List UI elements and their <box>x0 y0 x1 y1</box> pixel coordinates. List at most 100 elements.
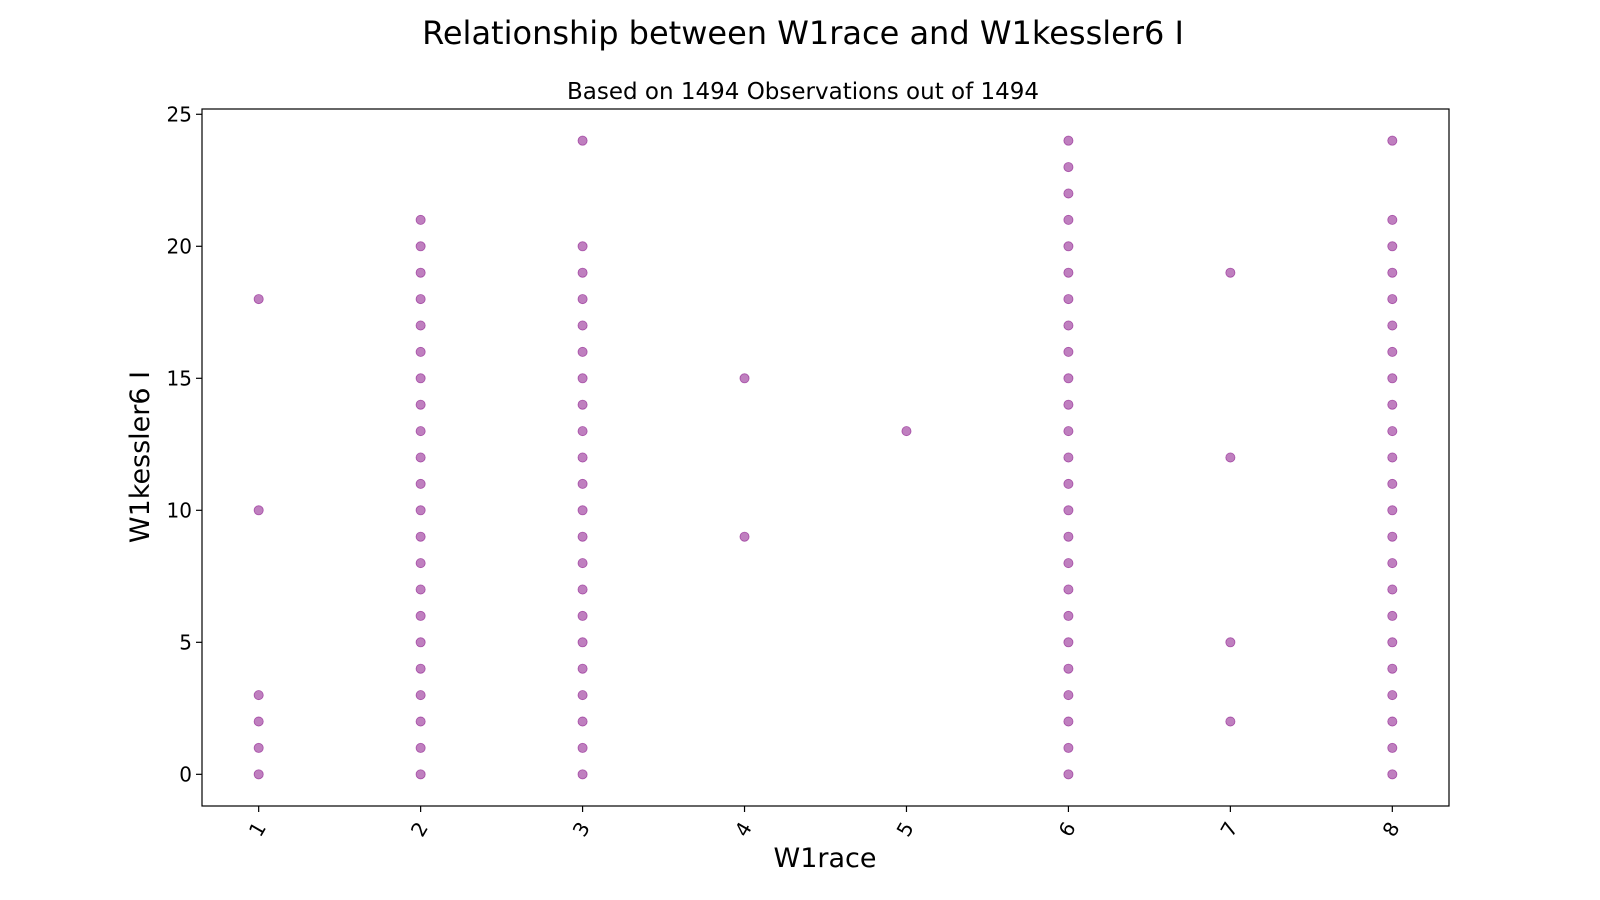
data-point <box>1388 717 1397 726</box>
chart-subtitle: Based on 1494 Observations out of 1494 <box>567 79 1039 105</box>
data-point <box>1388 294 1397 303</box>
data-point <box>1226 638 1235 647</box>
data-point <box>416 427 425 436</box>
data-point <box>1388 321 1397 330</box>
data-point <box>1388 453 1397 462</box>
x-tick-label: 2 <box>406 818 433 841</box>
x-tick-label: 4 <box>730 818 757 841</box>
data-point <box>578 743 587 752</box>
data-point <box>416 321 425 330</box>
data-point <box>1064 321 1073 330</box>
data-point <box>416 559 425 568</box>
data-point <box>416 294 425 303</box>
data-point <box>1388 559 1397 568</box>
data-point <box>578 400 587 409</box>
data-point <box>1064 770 1073 779</box>
data-point <box>1064 347 1073 356</box>
data-point <box>1064 427 1073 436</box>
data-point <box>578 506 587 515</box>
data-point <box>1388 400 1397 409</box>
data-point <box>1064 453 1073 462</box>
data-point <box>416 664 425 673</box>
y-tick-label: 10 <box>167 498 192 522</box>
data-point <box>254 506 263 515</box>
data-point <box>1226 268 1235 277</box>
data-point <box>1064 691 1073 700</box>
data-point <box>1064 743 1073 752</box>
data-point <box>1064 532 1073 541</box>
data-point <box>578 479 587 488</box>
data-point <box>1064 717 1073 726</box>
y-tick-label: 0 <box>179 762 192 786</box>
data-point <box>416 770 425 779</box>
data-point <box>1388 585 1397 594</box>
data-point <box>416 532 425 541</box>
data-point <box>254 294 263 303</box>
x-tick-label: 5 <box>892 818 919 841</box>
data-point <box>1388 242 1397 251</box>
data-point <box>578 585 587 594</box>
data-point <box>1388 770 1397 779</box>
data-point <box>1064 189 1073 198</box>
data-point <box>416 374 425 383</box>
data-point <box>578 453 587 462</box>
data-point <box>1388 532 1397 541</box>
data-point <box>578 770 587 779</box>
data-point <box>578 321 587 330</box>
x-tick-label: 8 <box>1377 818 1404 841</box>
data-point <box>1388 268 1397 277</box>
data-point <box>1064 506 1073 515</box>
x-tick-label: 6 <box>1054 818 1081 841</box>
data-point <box>1064 585 1073 594</box>
data-point <box>578 242 587 251</box>
data-point <box>416 268 425 277</box>
data-point <box>1064 242 1073 251</box>
x-tick-label: 1 <box>244 818 271 841</box>
data-point <box>1388 691 1397 700</box>
data-point <box>1064 215 1073 224</box>
data-point <box>578 559 587 568</box>
data-point <box>578 532 587 541</box>
data-point <box>1064 638 1073 647</box>
data-point <box>254 691 263 700</box>
data-point <box>416 400 425 409</box>
data-point <box>578 374 587 383</box>
data-point <box>578 347 587 356</box>
data-point <box>416 506 425 515</box>
data-point <box>740 374 749 383</box>
data-point <box>416 215 425 224</box>
data-point <box>578 638 587 647</box>
data-point <box>1064 611 1073 620</box>
data-point <box>578 611 587 620</box>
plot-area <box>202 109 1449 806</box>
data-point <box>578 691 587 700</box>
data-point <box>416 717 425 726</box>
data-point <box>1064 374 1073 383</box>
data-point <box>416 585 425 594</box>
data-point <box>578 268 587 277</box>
data-point <box>416 347 425 356</box>
data-point <box>1388 427 1397 436</box>
data-points <box>254 136 1397 779</box>
data-point <box>1064 559 1073 568</box>
data-point <box>416 242 425 251</box>
y-tick-label: 15 <box>167 366 192 390</box>
data-point <box>1064 268 1073 277</box>
data-point <box>1064 162 1073 171</box>
y-tick-label: 20 <box>167 234 192 258</box>
data-point <box>1388 611 1397 620</box>
data-point <box>1064 664 1073 673</box>
data-point <box>578 664 587 673</box>
x-axis-ticks: 1 2 3 4 5 6 7 8 <box>244 806 1405 841</box>
data-point <box>1064 400 1073 409</box>
data-point <box>416 638 425 647</box>
data-point <box>1388 479 1397 488</box>
chart-title: Relationship between W1race and W1kessle… <box>422 14 1184 52</box>
data-point <box>1388 215 1397 224</box>
data-point <box>740 532 749 541</box>
data-point <box>1388 638 1397 647</box>
data-point <box>254 770 263 779</box>
data-point <box>254 717 263 726</box>
data-point <box>1388 664 1397 673</box>
